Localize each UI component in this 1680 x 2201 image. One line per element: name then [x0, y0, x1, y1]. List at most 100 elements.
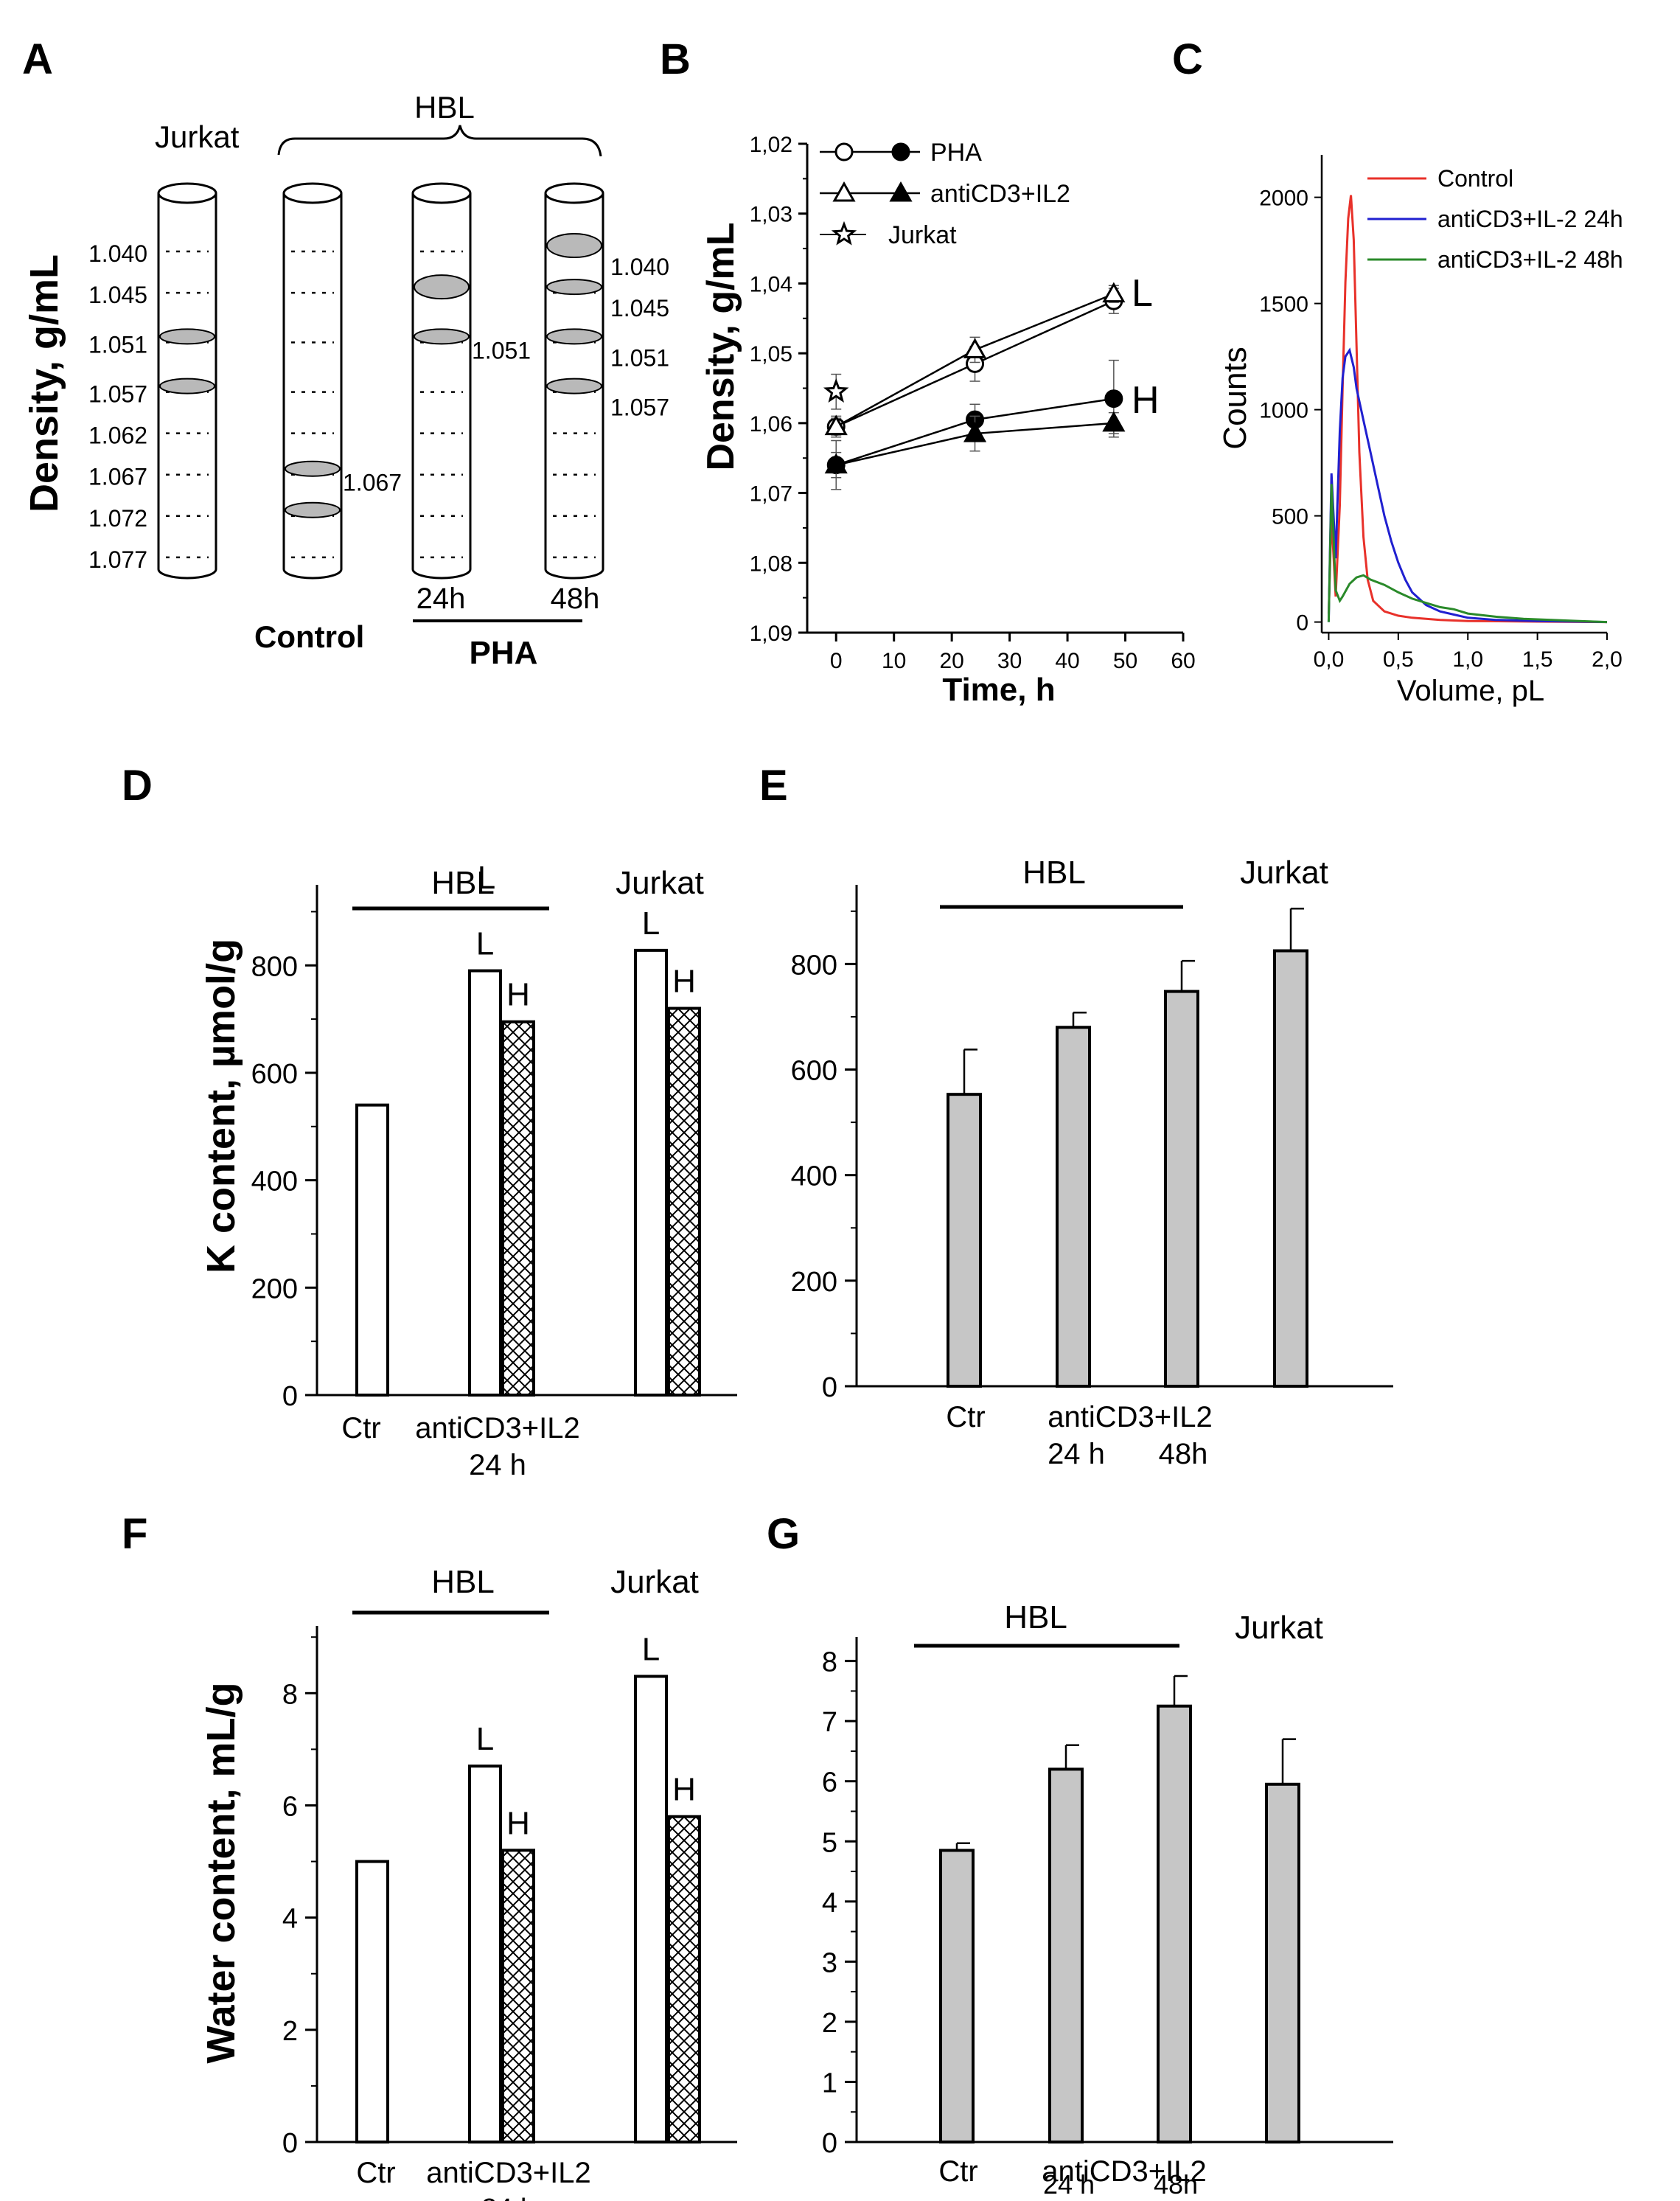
panel-b-marker — [1102, 282, 1126, 303]
panel-b-y-title: Density, g/mL — [700, 222, 742, 470]
panel-g-x-label-24h: 24 h — [1043, 2169, 1095, 2200]
panel-e-bar — [1164, 990, 1199, 1388]
panel-b-legend-label: antiCD3+IL2 — [930, 180, 1070, 208]
panel-g-y-tick-label: 4 — [822, 1888, 837, 1919]
panel-b-y-tick-label: 1,03 — [750, 203, 792, 227]
panel-b-marker — [1104, 389, 1123, 408]
panel-f-bar-label: H — [506, 1805, 530, 1841]
panel-f-bar-label: H — [672, 1772, 696, 1808]
panel-b-y-tick-label: 1,05 — [750, 342, 792, 366]
panel-d-bar-label: L — [476, 926, 494, 962]
panel-d-extra-label: L — [478, 860, 495, 896]
panel-a-tube: 1.067 — [282, 182, 402, 580]
panel-c-y-tick-label: 2000 — [1259, 187, 1308, 211]
panel-a-tube-rim — [544, 182, 604, 204]
panel-b-series — [824, 411, 1126, 479]
panel-b-marker — [824, 414, 848, 436]
panel-b-x-tick-label: 30 — [997, 649, 1022, 673]
panel-a-tube-rim — [157, 182, 217, 204]
panel-d-y-tick-label: 200 — [251, 1273, 298, 1304]
panel-d-bar — [667, 1006, 701, 1397]
panel-e-y-tick-label: 600 — [791, 1056, 837, 1087]
panel-f-bar — [634, 1675, 668, 2143]
panel-g-y-tick-label: 3 — [822, 1947, 837, 1978]
panel-f-y-tick-label: 2 — [282, 2016, 298, 2047]
panel-label-a: A — [22, 35, 53, 83]
panel-g-x-label-ctr: Ctr — [938, 2155, 977, 2188]
panel-d-x-label-ctr: Ctr — [341, 1412, 380, 1444]
panel-g-y-tick-label: 1 — [822, 2068, 837, 2099]
panel-g-bar — [1048, 1767, 1084, 2144]
panel-f-x-label-treat: antiCD3+IL2 — [426, 2157, 590, 2189]
panel-e-bar — [1056, 1026, 1091, 1388]
panel-d-bar — [501, 1020, 535, 1397]
panel-g-x-label-48h: 48h — [1154, 2169, 1198, 2200]
panel-f-bar-label: L — [476, 1721, 494, 1757]
panel-b-series — [824, 282, 1126, 436]
panel-e-x-label-treat: antiCD3+IL2 — [1048, 1401, 1212, 1433]
panel-f-bar-label: L — [642, 1631, 660, 1667]
panel-c-y-tick-label: 1000 — [1259, 399, 1308, 423]
panel-a-48h-label: 48h — [551, 583, 600, 615]
panel-a-tube-body — [282, 193, 343, 580]
panel-f-y-tick-label: 0 — [282, 2128, 298, 2159]
panel-c-legend-label: Control — [1437, 165, 1513, 192]
panel-label-e: E — [759, 762, 788, 810]
panel-c-chart: 0 500 1000 1500 2000 0,0 0,5 1,0 1,5 2,0 Volume, p… — [1217, 155, 1623, 707]
panel-b-marker — [824, 453, 848, 474]
panel-a-pha-label: PHA — [470, 635, 538, 671]
panel-b-series — [823, 373, 849, 410]
panel-a-band-label: 1.067 — [343, 470, 402, 496]
panel-a-density-label: 1.072 — [88, 505, 147, 532]
panel-f-y-tick-label: 8 — [282, 1679, 298, 1710]
panel-c-series-line — [1327, 484, 1608, 624]
panel-f-x-label-time: 24 h — [481, 2194, 536, 2201]
panel-a-density-label: 1.040 — [88, 240, 147, 267]
panel-d-bar — [634, 948, 668, 1397]
panel-b-y-tick-label: 1,09 — [750, 622, 792, 646]
panel-c-x-tick-label: 1,5 — [1522, 647, 1553, 672]
panel-e-y-tick-label: 0 — [822, 1372, 837, 1403]
panel-label-g: G — [767, 1510, 800, 1558]
panel-c-y-tick-label: 1500 — [1259, 293, 1308, 317]
panel-b-marker — [831, 220, 857, 246]
panel-a-control-label: Control — [254, 619, 364, 654]
panel-b-y-tick-label: 1,08 — [750, 552, 792, 576]
panel-a-tube-rim — [411, 182, 472, 204]
panel-c-y-tick-label: 500 — [1272, 505, 1308, 529]
panel-a-band — [546, 279, 602, 296]
panel-b-x-tick-label: 60 — [1171, 649, 1195, 673]
panel-b-annotation-h: H — [1132, 379, 1160, 422]
panel-b-y-tick-label: 1,07 — [750, 482, 792, 507]
panel-label-b: B — [660, 35, 691, 83]
panel-d-bar-label: H — [672, 964, 696, 1000]
panel-a-band — [285, 460, 341, 477]
panel-a-jurkat-label: Jurkat — [155, 119, 240, 154]
panel-d-bar — [355, 1103, 389, 1397]
panel-d-bar-label: H — [506, 977, 530, 1013]
panel-a-diagram: Density, g/mL 1.040 1.045 1.051 1.057 1.062 1.… — [22, 90, 669, 671]
panel-d-x-label-time: 24 h — [469, 1449, 526, 1481]
panel-d-x-label-treat: antiCD3+IL2 — [415, 1412, 579, 1444]
panel-a-hbl-label: HBL — [414, 90, 475, 125]
panel-b-marker — [823, 378, 849, 403]
panel-d-y-tick-label: 400 — [251, 1166, 298, 1197]
panel-g-hbl-label: HBL — [1004, 1599, 1067, 1635]
panel-d-bar — [468, 969, 502, 1397]
panel-a-tube — [157, 182, 217, 580]
panel-g-bar — [939, 1849, 975, 2144]
panel-g-y-tick-label: 0 — [822, 2128, 837, 2159]
panel-b-y-tick-label: 1,04 — [750, 272, 792, 296]
panel-f-hbl-label: HBL — [431, 1564, 495, 1600]
panel-g-y-tick-label: 2 — [822, 2008, 837, 2039]
panel-a-tube-rim — [282, 182, 343, 204]
panel-a-density-label: 1.062 — [88, 423, 147, 449]
panel-f-y-title: Water content, mL/g — [199, 1682, 243, 2063]
panel-b-marker — [891, 142, 910, 161]
panel-b-marker — [889, 181, 913, 202]
panel-g-x-label-treat: antiCD3+IL2 — [1042, 2155, 1206, 2188]
panel-a-band-label: 1.040 — [610, 254, 669, 280]
panel-b-legend-label: PHA — [930, 139, 982, 167]
